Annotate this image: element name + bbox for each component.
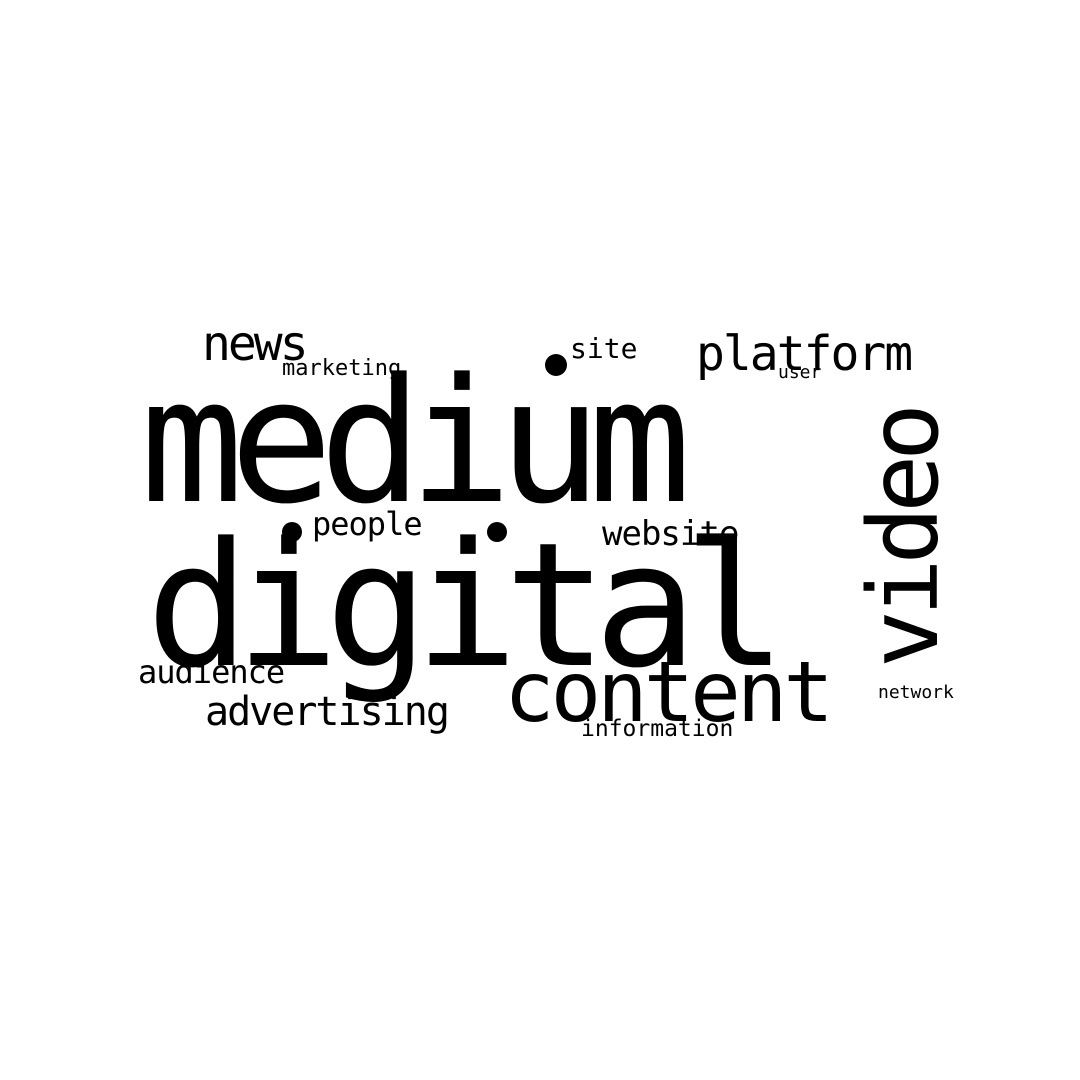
dot-mark [487,522,507,542]
word-audience: audience [138,653,285,691]
dot-mark [282,522,302,542]
word-network: network [878,682,954,703]
word-medium: medium [140,341,691,542]
word-news: news [202,316,309,372]
word-video: video [848,409,960,668]
word-platform: platform [696,326,913,382]
word-user: user [778,362,822,383]
word-site: site [570,332,638,365]
dot-mark [545,354,567,376]
word-information: information [581,716,734,742]
word-digital: digital [146,505,787,706]
word-marketing: marketing [282,356,402,381]
word-content: content [504,643,834,741]
word-advertising: advertising [205,689,450,735]
word-website: website [602,514,739,554]
word-people: people [312,505,423,543]
